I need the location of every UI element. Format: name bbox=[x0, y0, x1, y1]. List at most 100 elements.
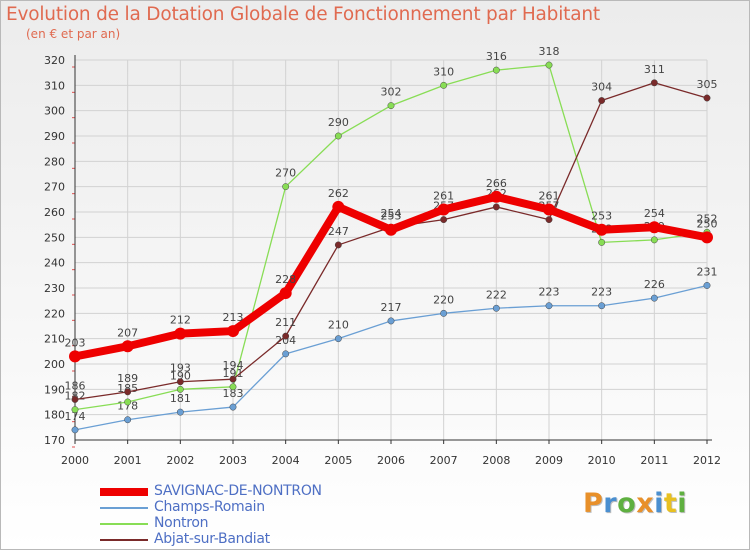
chart-title: Evolution de la Dotation Globale de Fonc… bbox=[6, 4, 600, 25]
x-tick-label: 2006 bbox=[377, 454, 405, 467]
data-label-2: 190 bbox=[170, 369, 191, 382]
x-tick-label: 2004 bbox=[272, 454, 300, 467]
data-label-3: 305 bbox=[697, 78, 718, 91]
data-label-3: 194 bbox=[223, 359, 244, 372]
data-point-2 bbox=[650, 236, 658, 244]
legend-label: Abjat-sur-Bandiat bbox=[154, 531, 270, 547]
data-point-0 bbox=[543, 203, 555, 216]
data-label-2: 270 bbox=[275, 167, 296, 180]
legend-swatch bbox=[100, 539, 148, 541]
data-point-0 bbox=[648, 221, 661, 234]
y-tick-label: 290 bbox=[44, 130, 65, 143]
data-label-0: 261 bbox=[433, 189, 454, 202]
data-label-0: 228 bbox=[275, 273, 296, 286]
data-point-2 bbox=[440, 81, 448, 89]
data-label-0: 203 bbox=[65, 336, 86, 349]
data-label-0: 207 bbox=[117, 326, 138, 339]
data-label-1: 222 bbox=[486, 288, 507, 301]
data-point-3 bbox=[71, 396, 79, 403]
legend-swatch bbox=[100, 507, 148, 509]
data-point-2 bbox=[387, 102, 395, 110]
legend-swatch bbox=[100, 523, 148, 525]
data-point-1 bbox=[229, 403, 237, 411]
data-point-0 bbox=[174, 327, 187, 340]
logo-letter: r bbox=[603, 488, 618, 519]
data-point-1 bbox=[387, 317, 395, 325]
legend-label: Champs-Romain bbox=[154, 499, 265, 515]
data-label-0: 262 bbox=[328, 187, 349, 200]
data-label-0: 253 bbox=[591, 210, 612, 223]
data-label-1: 223 bbox=[591, 286, 612, 299]
y-tick-label: 210 bbox=[44, 333, 65, 346]
data-point-2 bbox=[71, 406, 79, 414]
data-point-0 bbox=[227, 325, 239, 338]
data-label-1: 174 bbox=[65, 410, 86, 423]
data-label-1: 183 bbox=[223, 387, 244, 400]
y-tick-label: 180 bbox=[44, 409, 65, 422]
logo-letter: o bbox=[617, 488, 637, 519]
data-point-3 bbox=[440, 216, 448, 224]
data-point-0 bbox=[69, 350, 81, 363]
x-tick-label: 2002 bbox=[166, 454, 194, 467]
data-point-0 bbox=[437, 203, 450, 216]
data-label-3: 186 bbox=[65, 379, 86, 392]
x-tick-label: 2010 bbox=[588, 454, 616, 467]
data-label-3: 189 bbox=[117, 372, 138, 385]
legend-label: SAVIGNAC-DE-NONTRON bbox=[154, 483, 322, 499]
x-tick-label: 2005 bbox=[324, 454, 352, 467]
y-tick-label: 280 bbox=[44, 155, 65, 168]
data-label-1: 181 bbox=[170, 392, 191, 405]
data-label-1: 223 bbox=[539, 286, 560, 299]
x-tick-label: 2001 bbox=[114, 454, 142, 467]
data-label-1: 217 bbox=[381, 301, 402, 314]
data-label-0: 213 bbox=[223, 311, 244, 324]
y-tick-label: 170 bbox=[44, 434, 65, 447]
data-label-2: 290 bbox=[328, 116, 349, 129]
data-point-3 bbox=[598, 97, 606, 104]
data-point-1 bbox=[71, 426, 79, 434]
data-label-3: 247 bbox=[328, 225, 349, 238]
proxiti-logo: Proxiti bbox=[583, 488, 687, 519]
data-label-3: 211 bbox=[275, 316, 296, 329]
data-label-0: 266 bbox=[486, 177, 507, 190]
data-point-1 bbox=[598, 302, 606, 310]
data-label-2: 252 bbox=[697, 212, 718, 225]
data-point-2 bbox=[282, 183, 290, 191]
data-point-0 bbox=[332, 200, 345, 213]
data-point-1 bbox=[650, 294, 658, 302]
logo-letter: i bbox=[654, 488, 664, 519]
logo-letter: t bbox=[663, 488, 678, 519]
data-point-2 bbox=[334, 132, 342, 140]
data-point-0 bbox=[595, 223, 608, 236]
y-tick-label: 310 bbox=[44, 79, 65, 92]
data-label-1: 210 bbox=[328, 319, 349, 332]
data-point-2 bbox=[176, 385, 184, 393]
data-label-2: 316 bbox=[486, 50, 507, 63]
legend-swatch bbox=[100, 488, 148, 496]
data-label-3: 304 bbox=[591, 81, 612, 94]
data-label-2: 191 bbox=[223, 367, 244, 380]
x-tick-label: 2012 bbox=[693, 454, 721, 467]
data-point-3 bbox=[703, 94, 711, 102]
y-tick-label: 250 bbox=[44, 231, 65, 244]
data-label-3: 193 bbox=[170, 362, 191, 375]
data-point-2 bbox=[492, 66, 500, 74]
x-tick-label: 2000 bbox=[61, 454, 89, 467]
data-point-3 bbox=[334, 241, 342, 249]
data-label-0: 250 bbox=[697, 217, 718, 230]
data-label-3: 254 bbox=[381, 207, 402, 220]
data-label-1: 220 bbox=[433, 293, 454, 306]
data-label-1: 231 bbox=[697, 265, 718, 278]
logo-letter: x bbox=[636, 488, 655, 519]
y-tick-label: 260 bbox=[44, 206, 65, 219]
logo-letter: i bbox=[677, 488, 688, 519]
data-label-0: 253 bbox=[381, 210, 402, 223]
x-tick-label: 2003 bbox=[219, 454, 247, 467]
data-point-3 bbox=[124, 388, 132, 396]
logo-letter: P bbox=[583, 488, 604, 519]
y-tick-label: 270 bbox=[44, 181, 65, 194]
data-point-3 bbox=[545, 216, 553, 224]
data-point-3 bbox=[492, 203, 500, 211]
data-point-3 bbox=[650, 79, 658, 87]
